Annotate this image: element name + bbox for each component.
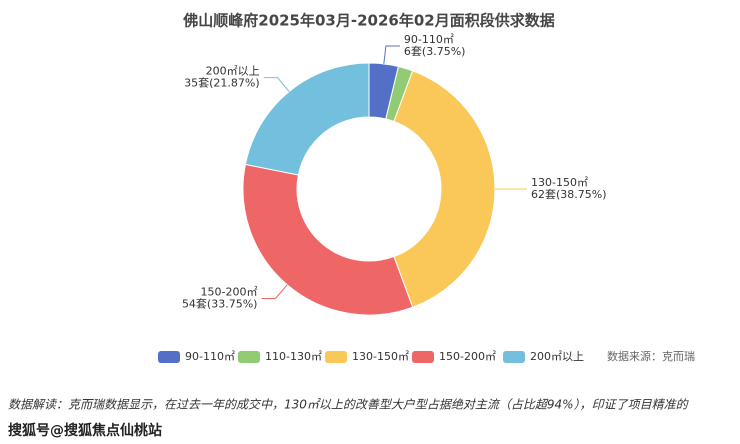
value-label: 54套(33.75%) xyxy=(182,297,258,310)
footer-note: 数据解读：克而瑞数据显示，在过去一年的成交中，130㎡以上的改善型大户型占据绝对… xyxy=(8,398,690,412)
slice-label: 150-200㎡ xyxy=(201,285,258,298)
leader-line xyxy=(261,284,288,299)
leader-line xyxy=(263,77,290,92)
slice-label: 130-150㎡ xyxy=(531,176,588,189)
slice-label: 200㎡以上 xyxy=(206,65,260,78)
legend-label: 110-130㎡ xyxy=(265,350,322,363)
leader-line xyxy=(383,45,400,64)
legend-label: 200㎡以上 xyxy=(530,350,584,363)
legend-swatch xyxy=(325,351,347,363)
source: 数据来源：克而瑞 xyxy=(607,349,695,363)
chart-title: 佛山顺峰府2025年03月-2026年02月面积段供求数据 xyxy=(182,12,554,30)
value-label: 6套(3.75%) xyxy=(404,45,466,58)
donut-slice xyxy=(393,70,496,308)
value-label: 35套(21.87%) xyxy=(184,77,260,90)
donut-slice xyxy=(242,163,414,316)
legend-swatch xyxy=(238,351,260,363)
value-label: 62套(38.75%) xyxy=(531,188,607,201)
legend-swatch xyxy=(158,351,180,363)
slice-label: 90-110㎡ xyxy=(404,33,454,46)
legend-label: 90-110㎡ xyxy=(185,350,235,363)
donut-slice xyxy=(244,62,370,176)
legend-label: 130-150㎡ xyxy=(352,350,409,363)
legend-label: 150-200㎡ xyxy=(439,350,496,363)
watermark: 搜狐号@搜狐焦点仙桃站 xyxy=(8,422,162,439)
legend-swatch xyxy=(503,351,525,363)
legend-swatch xyxy=(412,351,434,363)
